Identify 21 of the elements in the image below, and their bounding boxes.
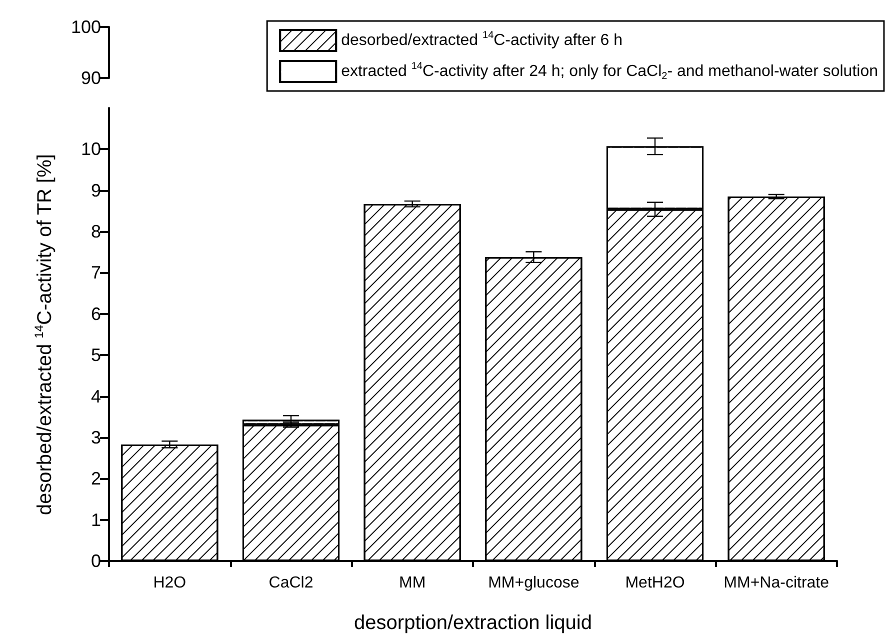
text: 90 xyxy=(80,68,101,88)
x-tick-label: CaCl2 xyxy=(268,574,314,592)
y-tick-label: 9 xyxy=(90,180,101,200)
y-tick-label: 4 xyxy=(90,386,101,406)
y-tick-label: 6 xyxy=(90,304,101,324)
x-axis-title: desorption/extraction liquid xyxy=(354,612,592,634)
y-tick-label: 8 xyxy=(90,222,101,242)
y-tick-label: 5 xyxy=(90,345,101,366)
x-tick-label: MM xyxy=(399,574,426,592)
y-tick-label: 2 xyxy=(90,468,101,489)
y-axis-title: desorbed/extracted 14C-activity of TR [%] xyxy=(32,154,56,516)
y-tick-label: 3 xyxy=(90,427,101,448)
y-tick-label: 10 xyxy=(80,139,101,160)
text: 100 xyxy=(70,17,101,37)
x-tick-label: MM+glucose xyxy=(488,574,580,592)
y-tick-label: 7 xyxy=(90,262,101,283)
x-tick-label: H2O xyxy=(153,574,186,592)
y-tick-label: 1 xyxy=(90,510,101,530)
x-tick-label: MM+Na-citrate xyxy=(724,574,830,592)
x-tick-label: MetH2O xyxy=(625,574,685,592)
y-tick-label: 0 xyxy=(90,551,101,571)
